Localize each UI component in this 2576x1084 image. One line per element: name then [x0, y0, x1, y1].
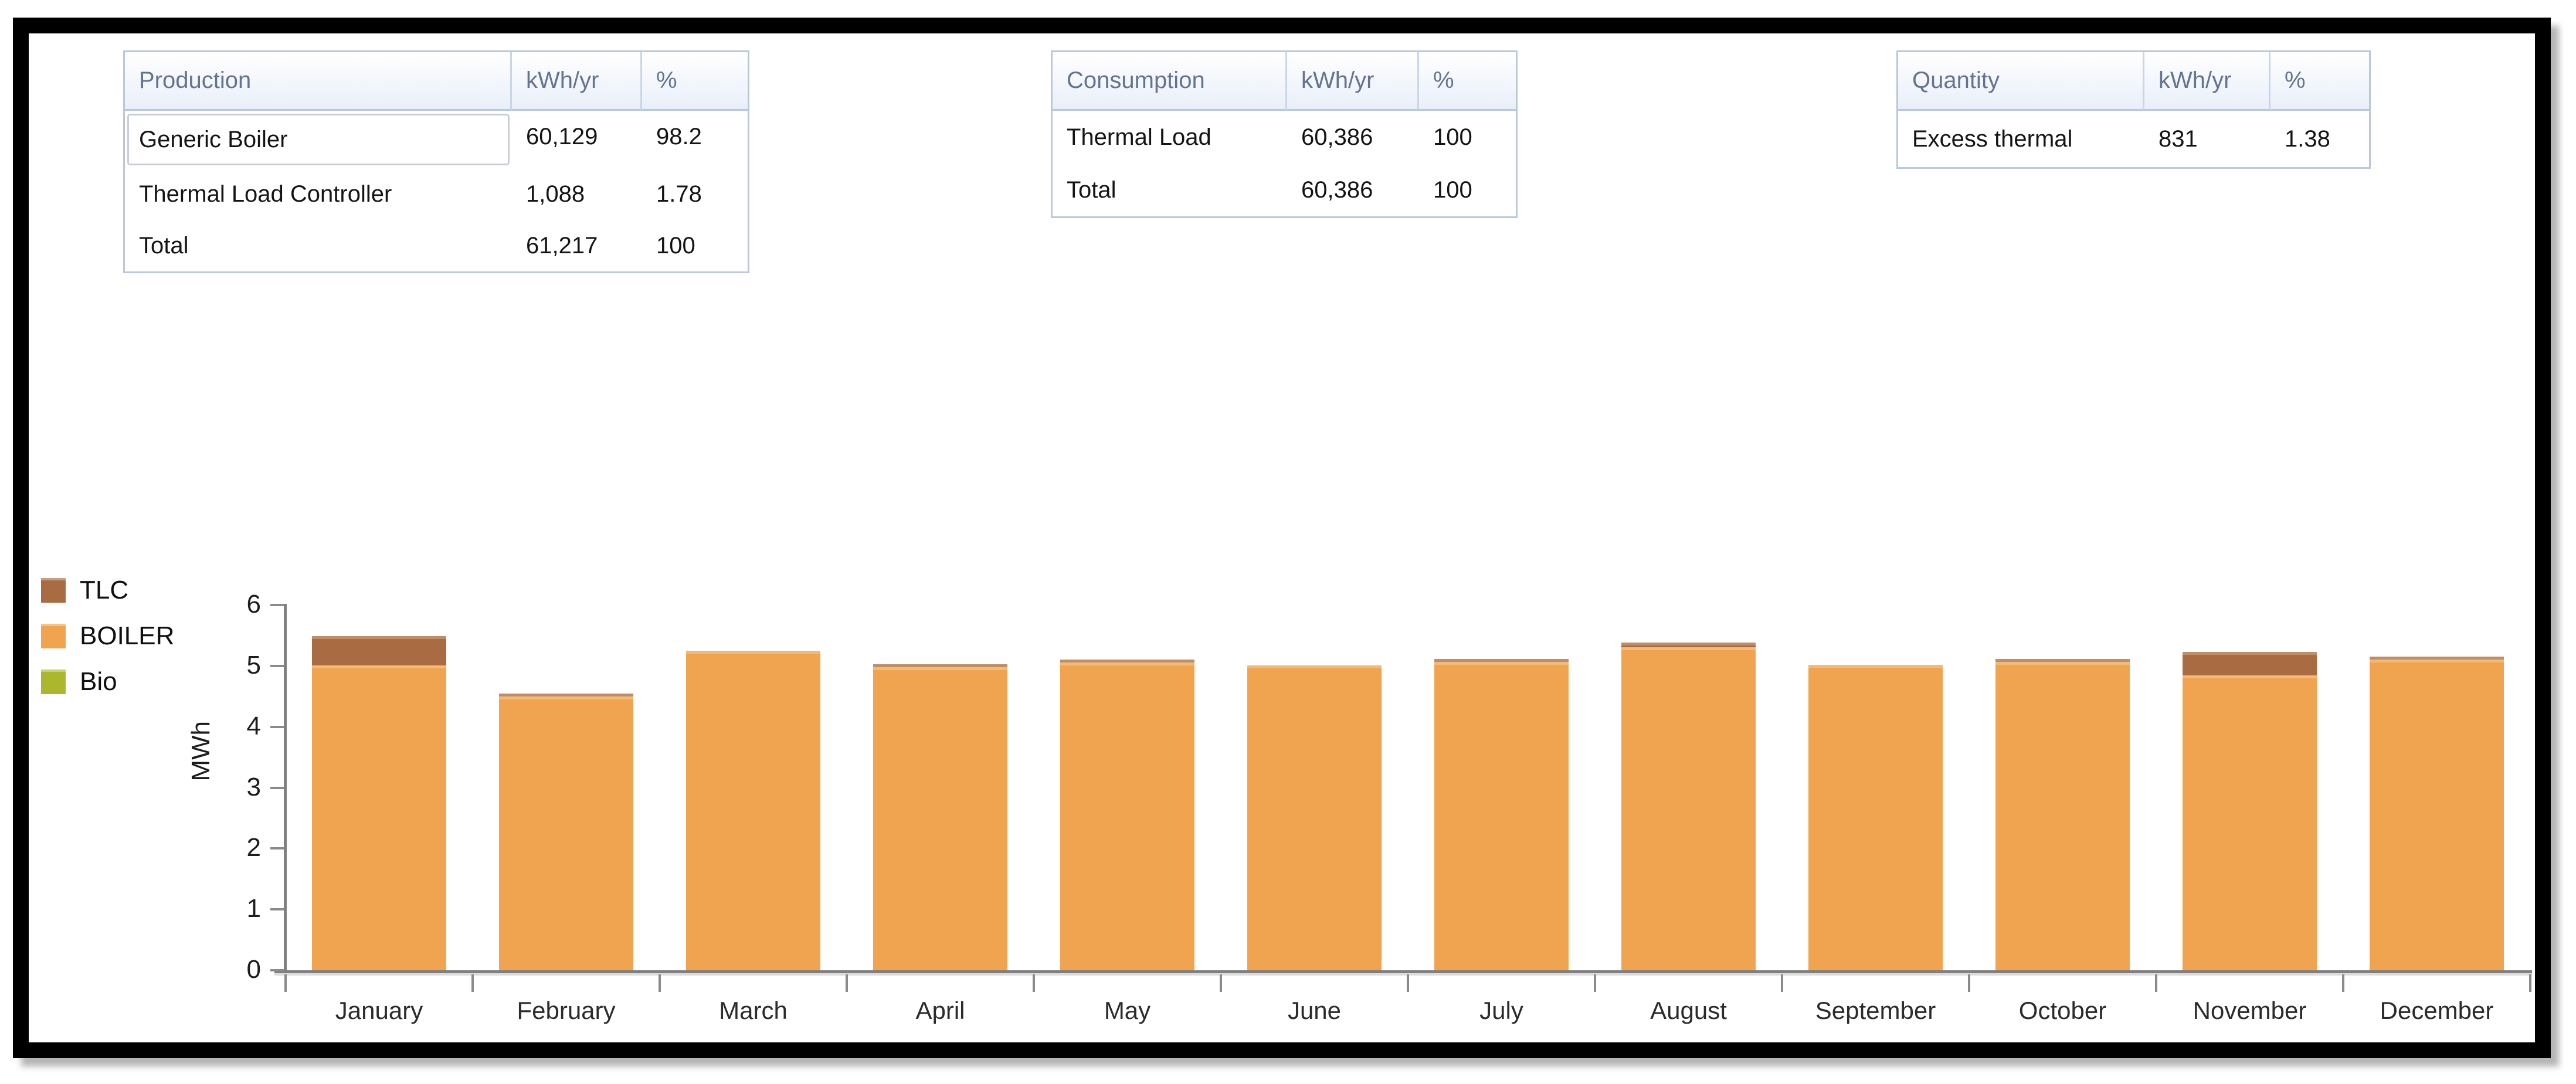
production-row-kwhyr: 60,129: [512, 111, 642, 162]
production-total-pct: 100: [642, 220, 748, 271]
consumption-row-name: Thermal Load: [1053, 111, 1287, 164]
kwhyr-col-header: kWh/yr: [512, 52, 642, 111]
production-row-kwhyr: 1,088: [512, 168, 642, 220]
production-total-kwhyr: 61,217: [512, 220, 642, 271]
percent-col-header: %: [2270, 52, 2369, 111]
production-total-name: Total: [125, 220, 512, 271]
table-row: Generic Boiler 60,129 98.2: [125, 111, 748, 168]
consumption-col-header: Consumption: [1053, 52, 1287, 111]
table-row: Thermal Load 60,386 100: [1053, 111, 1516, 164]
legend-label: TLC: [80, 576, 129, 604]
production-row-name: Thermal Load Controller: [125, 168, 512, 220]
legend-label: BOILER: [80, 621, 175, 650]
consumption-table: Consumption kWh/yr % Thermal Load 60,386…: [1051, 50, 1518, 218]
consumption-row-pct: 100: [1419, 111, 1516, 164]
table-row: Total 61,217 100: [125, 220, 748, 271]
boiler-swatch-icon: [41, 624, 66, 648]
production-col-header: Production: [125, 52, 512, 111]
consumption-row-kwhyr: 60,386: [1287, 111, 1419, 164]
table-row: Excess thermal 831 1.38: [1898, 111, 2369, 167]
legend-label: Bio: [80, 667, 117, 696]
chart-legend: TLC BOILER Bio: [41, 576, 175, 715]
quantity-row-pct: 1.38: [2270, 111, 2369, 167]
production-row-name-selected[interactable]: Generic Boiler: [127, 114, 510, 165]
table-row: Total 60,386 100: [1053, 164, 1516, 216]
bio-swatch-icon: [41, 670, 66, 694]
quantity-col-header: Quantity: [1898, 52, 2144, 111]
legend-item-tlc: TLC: [41, 576, 174, 604]
tlc-swatch-icon: [41, 578, 66, 603]
percent-col-header: %: [1419, 52, 1516, 111]
kwhyr-col-header: kWh/yr: [2144, 52, 2270, 111]
consumption-total-kwhyr: 60,386: [1287, 164, 1419, 216]
production-row-pct: 98.2: [642, 111, 748, 162]
kwhyr-col-header: kWh/yr: [1287, 52, 1419, 111]
percent-col-header: %: [642, 52, 748, 111]
consumption-total-pct: 100: [1419, 164, 1516, 216]
quantity-row-kwhyr: 831: [2144, 111, 2270, 167]
production-row-pct: 1.78: [642, 168, 748, 220]
table-row: Thermal Load Controller 1,088 1.78: [125, 168, 748, 220]
legend-item-bio: Bio: [41, 667, 174, 696]
quantity-table: Quantity kWh/yr % Excess thermal 831 1.3…: [1896, 50, 2371, 169]
legend-item-boiler: BOILER: [41, 621, 175, 650]
production-table: Production kWh/yr % Generic Boiler 60,12…: [123, 50, 749, 273]
consumption-total-name: Total: [1053, 164, 1287, 216]
quantity-row-name: Excess thermal: [1898, 111, 2144, 167]
